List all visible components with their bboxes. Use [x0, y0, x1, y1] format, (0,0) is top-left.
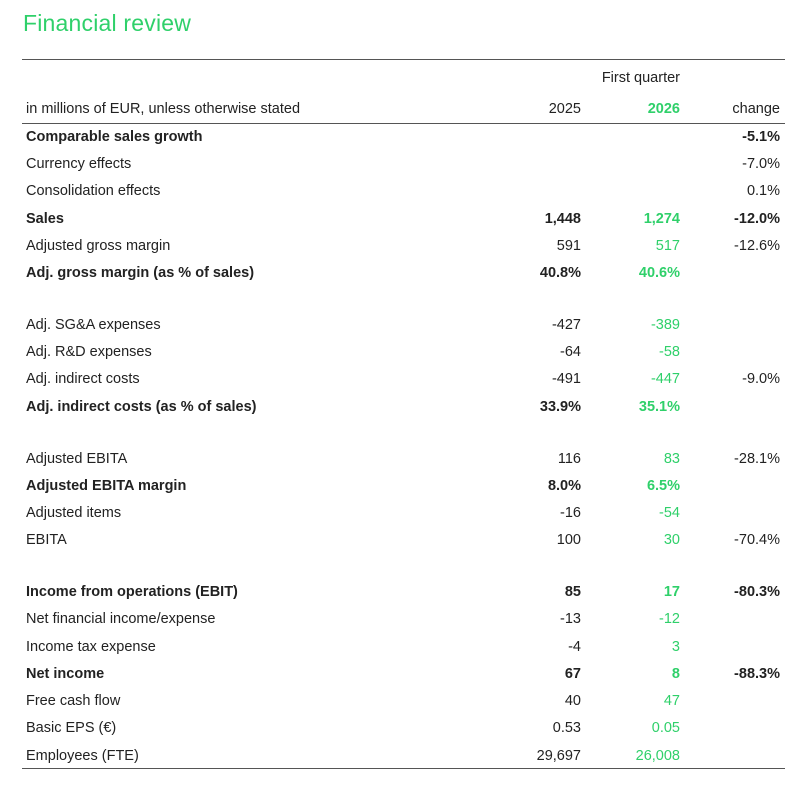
top-divider: [22, 59, 785, 60]
row-label: Income tax expense: [26, 639, 156, 655]
value-2025: -64: [560, 344, 581, 360]
value-change: -80.3%: [734, 584, 780, 600]
value-2025: 8.0%: [547, 478, 581, 494]
table-row: Adj. gross margin (as % of sales) 40.8% 40…: [0, 262, 808, 284]
table-row: Free cash flow 40 47: [0, 690, 808, 712]
value-2026: 30: [663, 532, 680, 548]
value-2026: -54: [659, 505, 680, 521]
table-row: Income tax expense -4 3: [0, 636, 808, 658]
value-2025: 1,448: [544, 211, 581, 227]
value-change: -7.0%: [742, 156, 780, 172]
value-2025: 33.9%: [539, 399, 581, 415]
value-2026: 83: [663, 451, 680, 467]
table-row: Adjusted EBITA margin 8.0% 6.5%: [0, 475, 808, 497]
row-label: Net financial income/expense: [26, 611, 216, 627]
value-2026: -389: [650, 317, 680, 333]
value-2025: 85: [564, 584, 581, 600]
value-2025: 100: [556, 532, 581, 548]
table-row: Net financial income/expense -13 -12: [0, 608, 808, 630]
table-row: Adjusted items -16 -54: [0, 502, 808, 524]
table-row: Adjusted EBITA 116 83 -28.1%: [0, 448, 808, 470]
value-change: -9.0%: [742, 371, 780, 387]
value-2026: 1,274: [643, 211, 680, 227]
row-label: Adjusted EBITA: [26, 451, 128, 467]
value-2025: -4: [568, 639, 581, 655]
value-2025: -491: [551, 371, 581, 387]
table-row: Currency effects -7.0%: [0, 153, 808, 175]
value-2026: 8: [671, 666, 680, 682]
value-2025: 591: [556, 238, 581, 254]
column-header-2025: 2025: [548, 101, 581, 117]
value-2025: -16: [560, 505, 581, 521]
value-2026: 517: [655, 238, 680, 254]
row-label: Adjusted gross margin: [26, 238, 171, 254]
row-label: Adjusted items: [26, 505, 122, 521]
row-label: Sales: [26, 211, 64, 227]
table-row: Adjusted gross margin 591 517 -12.6%: [0, 235, 808, 257]
row-label: Employees (FTE): [26, 748, 139, 764]
value-2025: 29,697: [536, 748, 581, 764]
row-label: Net income: [26, 666, 105, 682]
value-2026: 0.05: [651, 720, 680, 736]
row-label: Currency effects: [26, 156, 132, 172]
table-row: Adj. SG&A expenses -427 -389: [0, 314, 808, 336]
header-divider: [22, 123, 785, 124]
row-label: Adj. R&D expenses: [26, 344, 152, 360]
value-change: -88.3%: [734, 666, 780, 682]
value-2026: 26,008: [635, 748, 680, 764]
value-change: -28.1%: [734, 451, 780, 467]
table-row: Adj. indirect costs -491 -447 -9.0%: [0, 368, 808, 390]
table-row: EBITA 100 30 -70.4%: [0, 529, 808, 551]
row-label: Adj. indirect costs (as % of sales): [26, 399, 257, 415]
row-label: EBITA: [26, 532, 67, 548]
row-label: Adj. indirect costs: [26, 371, 140, 387]
row-label: Income from operations (EBIT): [26, 584, 238, 600]
row-label: Free cash flow: [26, 693, 121, 709]
value-2025: 40: [564, 693, 581, 709]
value-change: 0.1%: [746, 183, 780, 199]
units-label: in millions of EUR, unless otherwise sta…: [26, 101, 301, 117]
value-2026: 3: [671, 639, 680, 655]
page-title: Financial review: [23, 10, 192, 36]
value-2025: 116: [557, 451, 581, 467]
value-2026: 47: [663, 693, 680, 709]
table-row: Basic EPS (€) 0.53 0.05: [0, 717, 808, 739]
value-2026: 17: [663, 584, 680, 600]
value-2025: 40.8%: [539, 265, 581, 281]
table-row: Comparable sales growth -5.1%: [0, 126, 808, 148]
value-change: -5.1%: [742, 129, 780, 145]
value-change: -12.0%: [734, 211, 780, 227]
column-header-change: change: [732, 101, 780, 117]
value-2026: 6.5%: [646, 478, 680, 494]
value-2026: -447: [650, 371, 680, 387]
row-label: Basic EPS (€): [26, 720, 117, 736]
bottom-divider: [22, 768, 785, 769]
table-row: Adj. R&D expenses -64 -58: [0, 341, 808, 363]
value-2025: -427: [551, 317, 581, 333]
row-label: Comparable sales growth: [26, 129, 203, 145]
table-row: Income from operations (EBIT) 85 17 -80.3%: [0, 581, 808, 603]
table-row: Sales 1,448 1,274 -12.0%: [0, 208, 808, 230]
row-label: Consolidation effects: [26, 183, 161, 199]
table-row: Adj. indirect costs (as % of sales) 33.9%…: [0, 396, 808, 418]
value-2026: -58: [659, 344, 680, 360]
value-2026: 35.1%: [638, 399, 680, 415]
table-header-row: in millions of EUR, unless otherwise sta…: [0, 98, 808, 120]
column-group-header: First quarter: [601, 70, 680, 86]
value-change: -70.4%: [734, 532, 780, 548]
value-2026: -12: [659, 611, 680, 627]
row-label: Adjusted EBITA margin: [26, 478, 187, 494]
value-2025: 67: [564, 666, 581, 682]
value-2026: 40.6%: [638, 265, 680, 281]
row-label: Adj. SG&A expenses: [26, 317, 161, 333]
value-2025: 0.53: [552, 720, 581, 736]
table-row: Employees (FTE) 29,697 26,008: [0, 745, 808, 767]
column-header-2026: 2026: [647, 101, 680, 117]
row-label: Adj. gross margin (as % of sales): [26, 265, 255, 281]
table-row: Net income 67 8 -88.3%: [0, 663, 808, 685]
value-2025: -13: [560, 611, 581, 627]
table-row: Consolidation effects 0.1%: [0, 180, 808, 202]
value-change: -12.6%: [734, 238, 780, 254]
